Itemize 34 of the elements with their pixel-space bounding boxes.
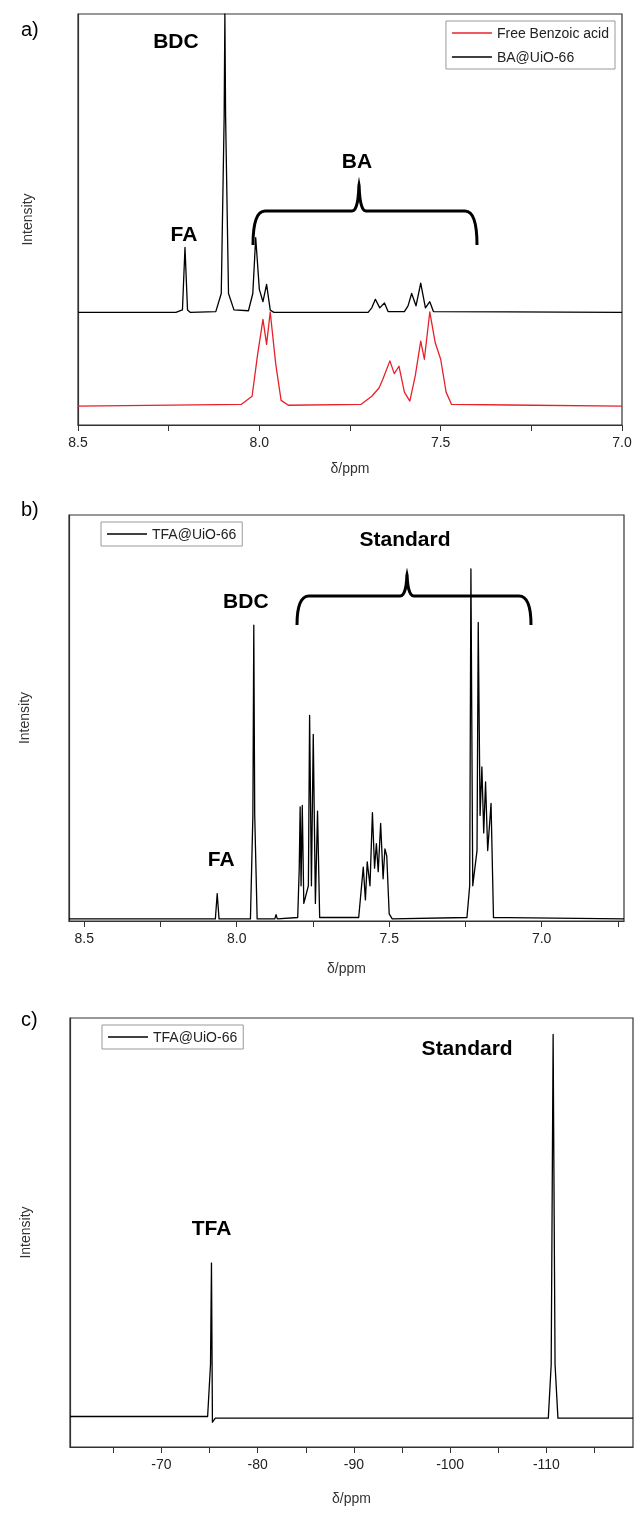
x-tick-label: 8.0 xyxy=(226,930,247,946)
x-tick-label: 8.5 xyxy=(68,434,88,450)
legend-label: TFA@UiO-66 xyxy=(153,1029,238,1045)
y-axis-title: Intensity xyxy=(16,691,32,745)
legend-label: BA@UiO-66 xyxy=(496,49,575,65)
x-tick-label: -70 xyxy=(151,1456,172,1472)
x-tick-label: 8.5 xyxy=(74,930,95,946)
annotation: FA xyxy=(170,221,198,245)
legend-label: Free Benzoic acid xyxy=(496,25,610,41)
x-tick-label: 7.0 xyxy=(612,434,632,450)
x-tick-label: 8.0 xyxy=(249,434,270,450)
annotation: BA xyxy=(341,148,373,172)
x-tick-label: -110 xyxy=(532,1456,561,1472)
x-tick-label: 7.5 xyxy=(379,930,400,946)
x-axis-title: δ/ppm xyxy=(330,460,370,476)
legend-label: TFA@UiO-66 xyxy=(152,526,237,542)
x-axis-title: δ/ppm xyxy=(332,1490,371,1506)
x-tick-label: -90 xyxy=(343,1456,365,1472)
y-axis-title: Intensity xyxy=(17,1206,33,1259)
chart-title: c) xyxy=(21,1008,38,1030)
chart-title: a) xyxy=(21,18,39,40)
annotation: Standard xyxy=(421,1036,513,1059)
x-tick-label: -80 xyxy=(247,1456,268,1472)
x-tick-label: 7.0 xyxy=(531,930,552,946)
annotation: TFA xyxy=(191,1215,232,1239)
x-tick-label: 7.5 xyxy=(430,434,451,450)
x-axis-title: δ/ppm xyxy=(327,960,366,976)
annotation: BDC xyxy=(153,28,199,52)
chart-title: b) xyxy=(21,498,39,520)
text: Standard xyxy=(359,526,451,550)
x-tick-label: -100 xyxy=(436,1456,465,1472)
y-axis-title: Intensity xyxy=(19,193,35,246)
annotation: BDC xyxy=(223,588,269,612)
annotation: FA xyxy=(207,847,235,871)
